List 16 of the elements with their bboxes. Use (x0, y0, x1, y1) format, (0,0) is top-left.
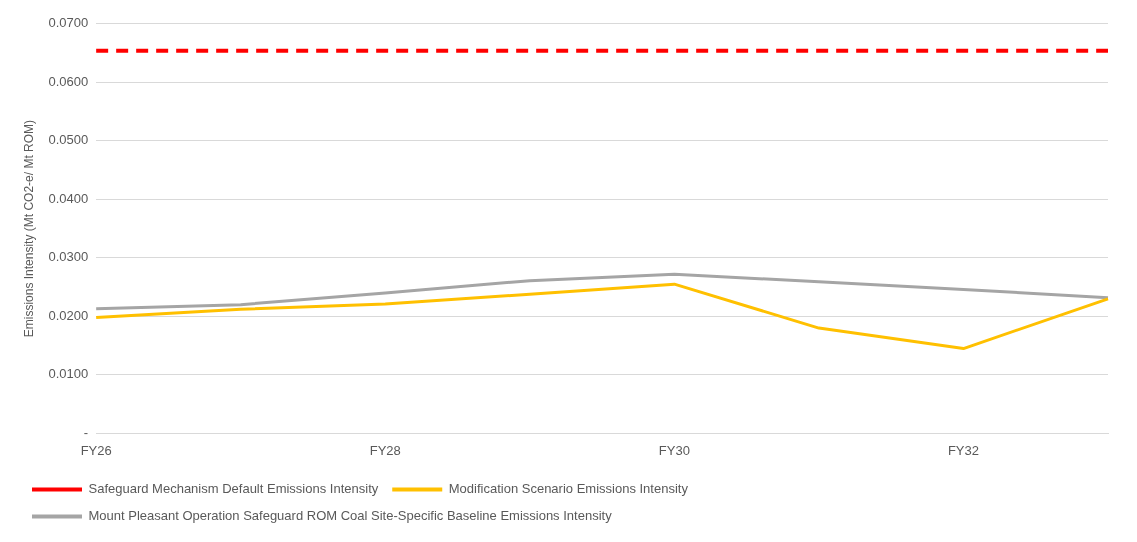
y-tick-label: 0.0200 (48, 307, 89, 323)
legend-label: Safeguard Mechanism Default Emissions Intensity (88, 481, 379, 497)
x-tick-label: FY32 (947, 442, 979, 458)
y-tick-label: 0.0400 (48, 190, 89, 206)
y-tick-label: - (83, 424, 89, 440)
x-tick-label: FY30 (658, 442, 690, 458)
y-axis-title: Emissions Intensity (Mt CO2-e/ Mt ROM) (21, 119, 36, 338)
x-tick-label: FY26 (80, 442, 112, 458)
legend-label: Modification Scenario Emissions Intensity (448, 481, 689, 497)
y-tick-label: 0.0300 (48, 249, 89, 265)
y-tick-label: 0.0100 (48, 366, 89, 382)
x-tick-label: FY28 (369, 442, 401, 458)
y-tick-label: 0.0600 (48, 73, 89, 89)
y-tick-label: 0.0500 (48, 132, 89, 148)
legend-label: Mount Pleasant Operation Safeguard ROM Coal Site-Specific Baseline Emissions Intensity (88, 508, 613, 524)
y-tick-label: 0.0700 (48, 15, 89, 31)
